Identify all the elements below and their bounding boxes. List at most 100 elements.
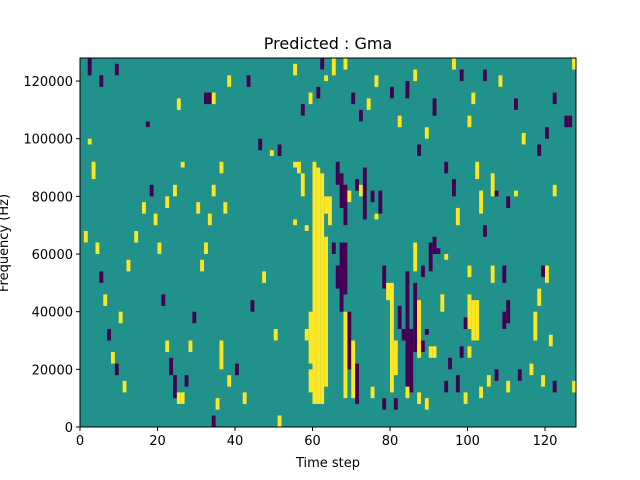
heatmap-cell-high (475, 161, 480, 180)
heatmap-cell-high (572, 58, 577, 70)
heatmap-cell-high (173, 184, 177, 197)
heatmap-cell-high (490, 265, 495, 283)
heatmap-cell-low (436, 248, 441, 255)
heatmap-cell-high (467, 346, 472, 358)
heatmap-cell-high (308, 311, 313, 364)
heatmap-cell-low (343, 242, 348, 295)
heatmap-cell-low (211, 415, 216, 427)
heatmap-cell-high (188, 340, 193, 353)
heatmap-cell-high (479, 190, 484, 214)
heatmap-cell-high (444, 254, 449, 260)
heatmap-cell-low (405, 81, 410, 99)
heatmap-cell-high (331, 58, 336, 76)
heatmap-cell-high (211, 184, 216, 197)
heatmap-cell-low (552, 92, 557, 105)
heatmap-cell-low (161, 294, 166, 306)
heatmap-cell-high (293, 161, 298, 168)
heatmap-cell-high (304, 328, 309, 341)
x-tick-label: 80 (382, 434, 399, 449)
heatmap-cell-low (204, 92, 208, 105)
plot-area (80, 58, 577, 427)
heatmap-cell-low (235, 363, 239, 376)
heatmap-cell-low (444, 161, 449, 174)
heatmap-cell-low (258, 138, 263, 151)
heatmap-cell-low (339, 242, 344, 312)
heatmap-cell-high (428, 346, 433, 358)
heatmap-cell-high (548, 334, 553, 347)
heatmap-cell-high (463, 392, 468, 404)
heatmap-cell-low (428, 242, 433, 272)
heatmap-cell-high (134, 230, 139, 243)
heatmap-cell-high (490, 173, 495, 197)
heatmap-cell-high (351, 340, 356, 399)
heatmap-cell-high (467, 265, 472, 278)
heatmap-cell-high (83, 230, 88, 243)
heatmap-cell-high (320, 173, 325, 404)
y-tick-label: 60000 (32, 248, 73, 263)
heatmap-cell-high (142, 202, 146, 214)
heatmap-cell-high (455, 207, 460, 226)
heatmap-cell-high (242, 392, 247, 404)
heatmap-cell-high (467, 294, 472, 329)
heatmap-cell-high (308, 369, 313, 393)
heatmap-cell-high (393, 340, 398, 376)
heatmap-cell-high (196, 202, 201, 214)
heatmap-cell-high (316, 167, 321, 404)
heatmap-cell-high (324, 236, 329, 387)
heatmap-cell-high (452, 58, 456, 70)
heatmap-cell-high (219, 340, 224, 370)
heatmap-cell-low (397, 305, 402, 329)
heatmap-cell-high (405, 386, 410, 399)
heatmap-cell-high (111, 352, 115, 364)
x-tick-label: 100 (455, 434, 480, 449)
heatmap-cell-high (262, 271, 267, 283)
heatmap-cell-high (122, 380, 127, 393)
heatmap-cell-low (246, 75, 251, 87)
heatmap-cell-high (118, 311, 123, 324)
x-tick-label: 40 (227, 434, 244, 449)
heatmap-cell-high (347, 190, 352, 203)
heatmap-cell-high (417, 300, 422, 358)
heatmap-cell-low (114, 63, 119, 76)
heatmap-cell-low (494, 369, 499, 381)
heatmap-cell-high (537, 288, 542, 306)
heatmap-cell-high (215, 398, 220, 410)
heatmap-cell-low (432, 98, 437, 116)
heatmap-cell-high (432, 346, 437, 358)
heatmap-cell-low (568, 115, 573, 128)
heatmap-cell-high (180, 161, 185, 168)
heatmap-cell-low (355, 179, 360, 191)
heatmap-cell-high (293, 63, 298, 76)
heatmap-cell-high (219, 161, 224, 174)
heatmap-cell-low (370, 190, 375, 203)
heatmap-cell-low (502, 265, 507, 283)
heatmap-cell-low (320, 58, 325, 70)
heatmap-cell-low (114, 363, 119, 376)
heatmap-cell-low (335, 265, 340, 289)
heatmap-cell-high (366, 98, 371, 110)
heatmap-cell-high (324, 196, 329, 214)
heatmap-cell-low (502, 311, 507, 329)
heatmap-cell-low (483, 225, 487, 237)
heatmap-cell-low (382, 398, 387, 410)
heatmap-cell-low (87, 58, 92, 76)
heatmap-cell-low (463, 317, 468, 329)
heatmap-cell-high (486, 375, 491, 387)
y-axis-label: Frequency (Hz) (0, 194, 12, 292)
heatmap-cell-low (483, 69, 487, 82)
y-tick-label: 100000 (23, 133, 73, 148)
heatmap-cell-high (374, 75, 379, 87)
heatmap-cell-low (331, 242, 336, 255)
heatmap-cell-high (374, 213, 379, 220)
heatmap-cell-high (541, 375, 546, 387)
heatmap-cell-high (324, 75, 329, 82)
heatmap-cell-high (440, 294, 445, 312)
heatmap-cell-low (277, 144, 282, 157)
heatmap-cell-high (545, 265, 549, 283)
heatmap-cell-low (343, 184, 348, 226)
heatmap-cell-high (300, 173, 305, 197)
heatmap-cell-low (347, 311, 352, 370)
heatmap-cell-high (506, 380, 511, 393)
heatmap-cell-high (521, 132, 526, 145)
